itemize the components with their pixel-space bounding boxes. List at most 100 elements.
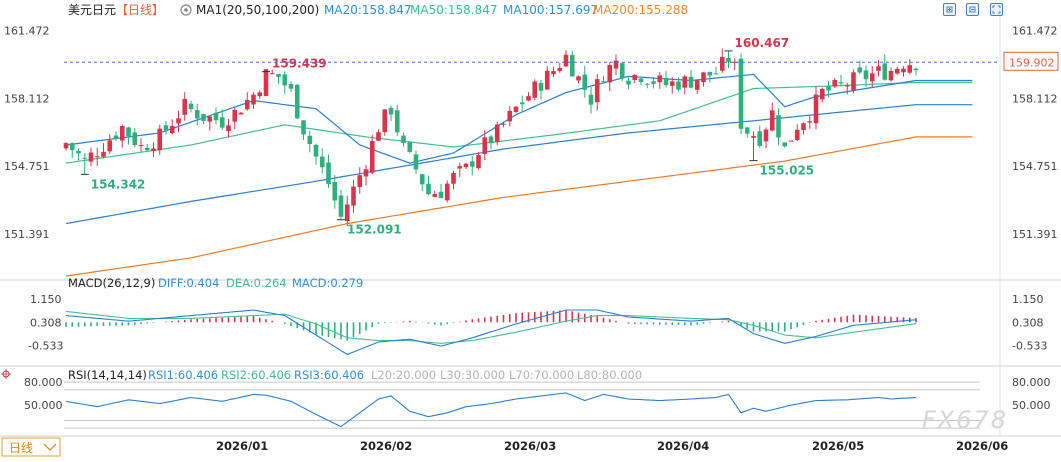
candle-body bbox=[426, 183, 431, 195]
candle-body bbox=[532, 81, 538, 98]
date-label: 2026/04 bbox=[657, 439, 709, 453]
candle-body bbox=[363, 169, 369, 177]
candle-body bbox=[469, 161, 475, 167]
candle-body bbox=[844, 85, 850, 87]
candle-body bbox=[826, 86, 831, 91]
candle-body bbox=[294, 84, 300, 119]
candle-body bbox=[451, 173, 456, 184]
price-tick-left: 151.391 bbox=[4, 228, 50, 241]
settings-icon bbox=[180, 4, 192, 16]
candle-body bbox=[488, 136, 494, 143]
candle-body bbox=[744, 127, 750, 134]
candle-body bbox=[913, 68, 919, 71]
macd-label: MACD(26,12,9) bbox=[68, 276, 155, 290]
zoom-out-button[interactable] bbox=[966, 3, 979, 16]
price-tick-right: 154.751 bbox=[1012, 160, 1058, 173]
candle-body bbox=[569, 54, 575, 77]
macd-value: DIFF:0.404 bbox=[158, 276, 219, 290]
rsi-value: L30:30.000 bbox=[440, 368, 505, 382]
low-annotation: 155.025 bbox=[760, 164, 815, 178]
candle-body bbox=[888, 70, 894, 81]
candle-body bbox=[138, 145, 144, 147]
candle-body bbox=[863, 70, 869, 80]
candle-body bbox=[269, 73, 275, 75]
date-label: 2026/02 bbox=[360, 439, 412, 453]
candle-body bbox=[326, 162, 331, 185]
candle-body bbox=[219, 117, 225, 128]
candle-body bbox=[144, 147, 150, 151]
date-label: 2026/05 bbox=[812, 439, 864, 453]
macd-tick-left: 1.150 bbox=[30, 293, 62, 306]
candle-body bbox=[501, 123, 506, 125]
candle-body bbox=[801, 123, 806, 131]
ma200-line bbox=[65, 136, 973, 277]
price-tick-right: 151.391 bbox=[1012, 228, 1058, 241]
candle-body bbox=[582, 74, 588, 90]
candle-body bbox=[851, 72, 856, 91]
candle-body bbox=[757, 131, 763, 146]
date-label: 2026/03 bbox=[504, 439, 556, 453]
low-annotation: 152.091 bbox=[347, 223, 402, 237]
candle-body bbox=[94, 156, 100, 158]
rsi-value: RSI2:60.406 bbox=[221, 368, 291, 382]
rsi-label: RSI(14,14,14) bbox=[68, 368, 147, 382]
candle-body bbox=[819, 88, 825, 100]
high-annotation: 159.439 bbox=[272, 57, 327, 71]
candle-body bbox=[201, 113, 206, 121]
candle-body bbox=[519, 102, 525, 105]
candle-body bbox=[169, 126, 175, 134]
candle-body bbox=[69, 143, 75, 151]
candle-body bbox=[457, 166, 463, 169]
candle-body bbox=[588, 94, 594, 105]
candle-body bbox=[613, 60, 619, 69]
candle-body bbox=[432, 194, 438, 197]
macd-value: MACD:0.279 bbox=[292, 276, 363, 290]
candle-body bbox=[701, 72, 706, 83]
candle-body bbox=[119, 125, 125, 141]
candle-body bbox=[794, 129, 800, 140]
period-button bbox=[1, 437, 61, 457]
rsi-value: L20:20.000 bbox=[371, 368, 436, 382]
candle-body bbox=[332, 181, 338, 201]
zoom-in-button[interactable] bbox=[943, 3, 956, 16]
candle-body bbox=[251, 94, 256, 105]
candle-body bbox=[157, 128, 163, 151]
candle-body bbox=[494, 124, 500, 142]
macd-tick-left: -0.533 bbox=[28, 340, 63, 353]
candle-body bbox=[382, 109, 388, 133]
candle-body bbox=[732, 61, 738, 63]
candle-body bbox=[107, 140, 113, 152]
candle-body bbox=[151, 148, 156, 152]
candle-body bbox=[551, 71, 556, 75]
candle-body bbox=[763, 129, 769, 142]
candle-body bbox=[238, 112, 244, 115]
candle-body bbox=[619, 63, 625, 79]
candle-body bbox=[307, 135, 313, 145]
candle-body bbox=[357, 175, 363, 188]
macd-tick-right: 0.308 bbox=[1012, 316, 1044, 329]
candle-body bbox=[676, 81, 681, 90]
rsi-value: RSI1:60.406 bbox=[148, 368, 218, 382]
candle-body bbox=[626, 80, 631, 85]
candle-body bbox=[132, 132, 138, 146]
candle-body bbox=[594, 79, 600, 103]
candle-body bbox=[82, 157, 88, 159]
candle-body bbox=[126, 127, 131, 137]
settings-icon-hub bbox=[184, 8, 188, 12]
candle-body bbox=[813, 94, 819, 124]
candle-body bbox=[276, 74, 281, 77]
candle-body bbox=[876, 66, 881, 71]
rsi-tick-right: 50.000 bbox=[1012, 399, 1051, 412]
crosshair-icon bbox=[1, 369, 11, 379]
fullscreen-icon bbox=[992, 5, 1001, 14]
candle-body bbox=[207, 116, 213, 122]
fullscreen-button[interactable] bbox=[990, 3, 1003, 16]
macd-tick-right: 1.150 bbox=[1012, 293, 1044, 306]
candle-body bbox=[163, 125, 169, 131]
candle-body bbox=[288, 83, 294, 89]
rsi-tick-right: 80.000 bbox=[1012, 376, 1051, 389]
candle-body bbox=[182, 98, 188, 115]
settings-icon-ring bbox=[180, 4, 192, 16]
ma-value: MA200:155.288 bbox=[593, 3, 688, 17]
